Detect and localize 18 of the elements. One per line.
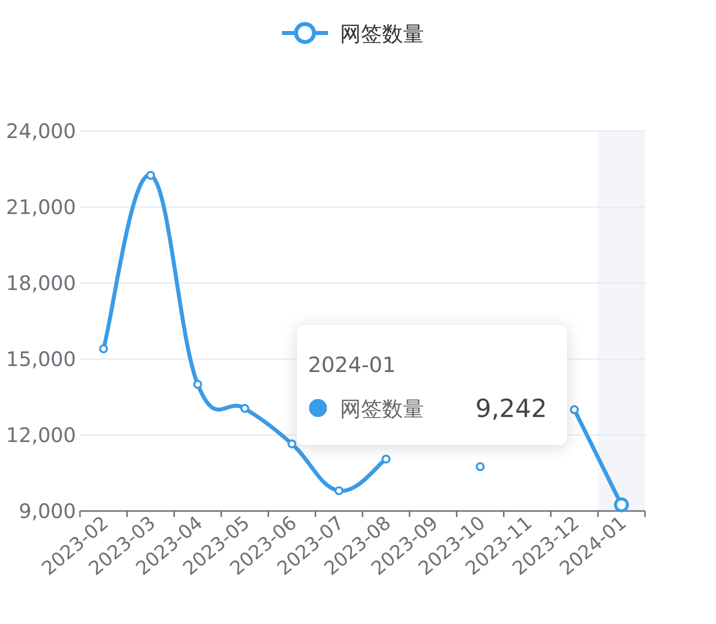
annotation: 9,242 (475, 394, 547, 423)
point (146, 170, 156, 180)
y-tick-label: 24,000 (6, 119, 76, 143)
y-tick-label: 15,000 (6, 347, 76, 371)
y-tick-label: 21,000 (6, 195, 76, 219)
point (570, 405, 579, 414)
point (382, 454, 391, 464)
point (99, 344, 108, 354)
y-tick-label: 18,000 (6, 271, 76, 295)
annotation: 2024-01 (308, 353, 396, 377)
point (287, 439, 296, 448)
annotation: 网签数量 (340, 397, 424, 421)
legend-label: 网签数量 (340, 22, 424, 46)
point (476, 462, 485, 472)
y-tick-label: 12,000 (6, 423, 76, 447)
point (240, 404, 250, 413)
point (193, 380, 202, 389)
point (334, 486, 344, 496)
